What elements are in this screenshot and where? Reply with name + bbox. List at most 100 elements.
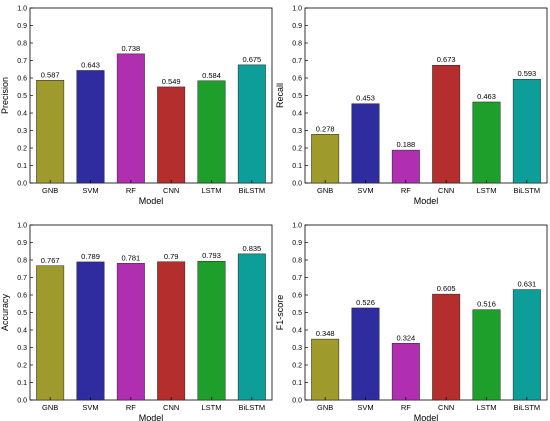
y-tick-label: 0.4	[17, 328, 27, 335]
x-tick-label: BiLSTM	[238, 186, 265, 195]
y-tick-label: 0.3	[292, 345, 302, 352]
value-label: 0.781	[121, 253, 140, 262]
y-tick-label: 0.3	[17, 345, 27, 352]
value-label: 0.188	[396, 140, 415, 149]
y-tick-label: 0.8	[292, 258, 302, 265]
x-tick-label: BiLSTM	[513, 403, 540, 412]
value-label: 0.767	[41, 256, 60, 265]
value-label: 0.453	[356, 94, 375, 103]
accuracy-chart: 0.0 0.1 0.2 0.3 0.4 0.5 0.6 0.7 0.8 0.9 1.0 Accurac…	[0, 223, 273, 421]
y-tick-label: 0.5	[17, 310, 27, 317]
x-tick-label: CNN	[163, 403, 179, 412]
y-tick-label: 1.0	[17, 6, 27, 13]
y-tick-label: 0.7	[17, 275, 27, 282]
y-tick-label: 0.9	[17, 23, 27, 30]
bar-lstm	[472, 309, 501, 401]
value-label: 0.516	[477, 300, 496, 309]
bar-rf	[116, 53, 145, 184]
x-tick-label: GNB	[317, 186, 333, 195]
precision-chart: 0.0 0.1 0.2 0.3 0.4 0.5 0.6 0.7 0.8 0.9 1.0 Precisi…	[0, 6, 273, 206]
y-tick-label: 0.9	[17, 240, 27, 247]
x-tick-label: LSTM	[476, 186, 496, 195]
y-tick-label: 0.4	[292, 328, 302, 335]
x-tick-label: BiLSTM	[513, 186, 540, 195]
x-tick-label: LSTM	[201, 186, 221, 195]
y-tick-label: 0.3	[292, 128, 302, 135]
bar-gnb	[311, 134, 340, 184]
value-label: 0.526	[356, 298, 375, 307]
plot-frame	[304, 224, 548, 401]
y-tick-label: 0.8	[292, 41, 302, 48]
value-label: 0.673	[437, 55, 456, 64]
value-label: 0.584	[202, 71, 221, 80]
x-tick-label: RF	[401, 403, 411, 412]
y-tick-label: 0.7	[292, 58, 302, 65]
bar-cnn	[157, 261, 186, 401]
recall-chart: 0.0 0.1 0.2 0.3 0.4 0.5 0.6 0.7 0.8 0.9 1.0 Recall 0…	[275, 6, 548, 206]
x-tick-label: GNB	[42, 186, 58, 195]
x-tick-label: LSTM	[476, 403, 496, 412]
y-tick-label: 0.2	[17, 146, 27, 153]
y-tick-label: 0.8	[17, 258, 27, 265]
f1-score-chart: 0.0 0.1 0.2 0.3 0.4 0.5 0.6 0.7 0.8 0.9 1.0 F1-scor…	[275, 223, 548, 421]
bar-svm	[351, 307, 380, 401]
y-axis-title: F1-score	[275, 295, 285, 331]
y-tick-label: 0.1	[292, 163, 302, 170]
y-tick-label: 0.2	[17, 363, 27, 370]
x-tick-label: SVM	[357, 403, 373, 412]
x-tick-label: SVM	[357, 186, 373, 195]
y-tick-label: 0.9	[292, 240, 302, 247]
bar-lstm	[472, 101, 501, 184]
y-tick-label: 0.4	[292, 111, 302, 118]
y-tick-label: 0.5	[292, 310, 302, 317]
value-label: 0.593	[517, 69, 536, 78]
x-tick-label: RF	[401, 186, 411, 195]
y-tick-label: 1.0	[17, 223, 27, 230]
bar-rf	[391, 343, 420, 401]
y-axis-title: Recall	[275, 83, 285, 108]
x-tick-label: LSTM	[201, 403, 221, 412]
bar-bilstm	[237, 253, 266, 401]
bar-svm	[351, 103, 380, 184]
x-tick-label: BiLSTM	[238, 403, 265, 412]
plot-frame	[29, 7, 273, 184]
bar-cnn	[432, 64, 461, 184]
bar-rf	[116, 263, 145, 401]
bar-lstm	[197, 80, 226, 184]
bar-svm	[76, 261, 105, 401]
y-tick-label: 0.6	[292, 76, 302, 83]
bar-gnb	[311, 338, 340, 401]
x-axis-title: Model	[139, 413, 164, 421]
value-label: 0.278	[316, 124, 335, 133]
bar-bilstm	[237, 64, 266, 184]
value-label: 0.789	[81, 252, 100, 261]
y-tick-label: 0.6	[292, 293, 302, 300]
value-label: 0.643	[81, 60, 100, 69]
y-tick-label: 0.7	[17, 58, 27, 65]
y-tick-label: 0.9	[292, 23, 302, 30]
y-tick-label: 0.6	[17, 293, 27, 300]
value-label: 0.631	[517, 280, 536, 289]
x-tick-label: GNB	[42, 403, 58, 412]
x-tick-label: SVM	[82, 403, 98, 412]
y-tick-label: 0.0	[17, 398, 27, 405]
y-tick-label: 1.0	[292, 6, 302, 13]
x-axis-title: Model	[414, 413, 439, 421]
x-tick-label: RF	[126, 186, 136, 195]
y-tick-label: 0.4	[17, 111, 27, 118]
y-tick-label: 0.1	[17, 380, 27, 387]
x-axis-title: Model	[139, 196, 164, 206]
y-tick-label: 0.0	[292, 398, 302, 405]
value-label: 0.835	[242, 244, 261, 253]
x-tick-label: GNB	[317, 403, 333, 412]
value-label: 0.79	[164, 252, 179, 261]
bar-bilstm	[512, 78, 541, 184]
y-tick-label: 0.7	[292, 275, 302, 282]
value-label: 0.463	[477, 92, 496, 101]
y-tick-label: 0.8	[17, 41, 27, 48]
bar-bilstm	[512, 289, 541, 401]
value-label: 0.738	[121, 44, 140, 53]
y-tick-label: 0.1	[292, 380, 302, 387]
value-label: 0.605	[437, 284, 456, 293]
